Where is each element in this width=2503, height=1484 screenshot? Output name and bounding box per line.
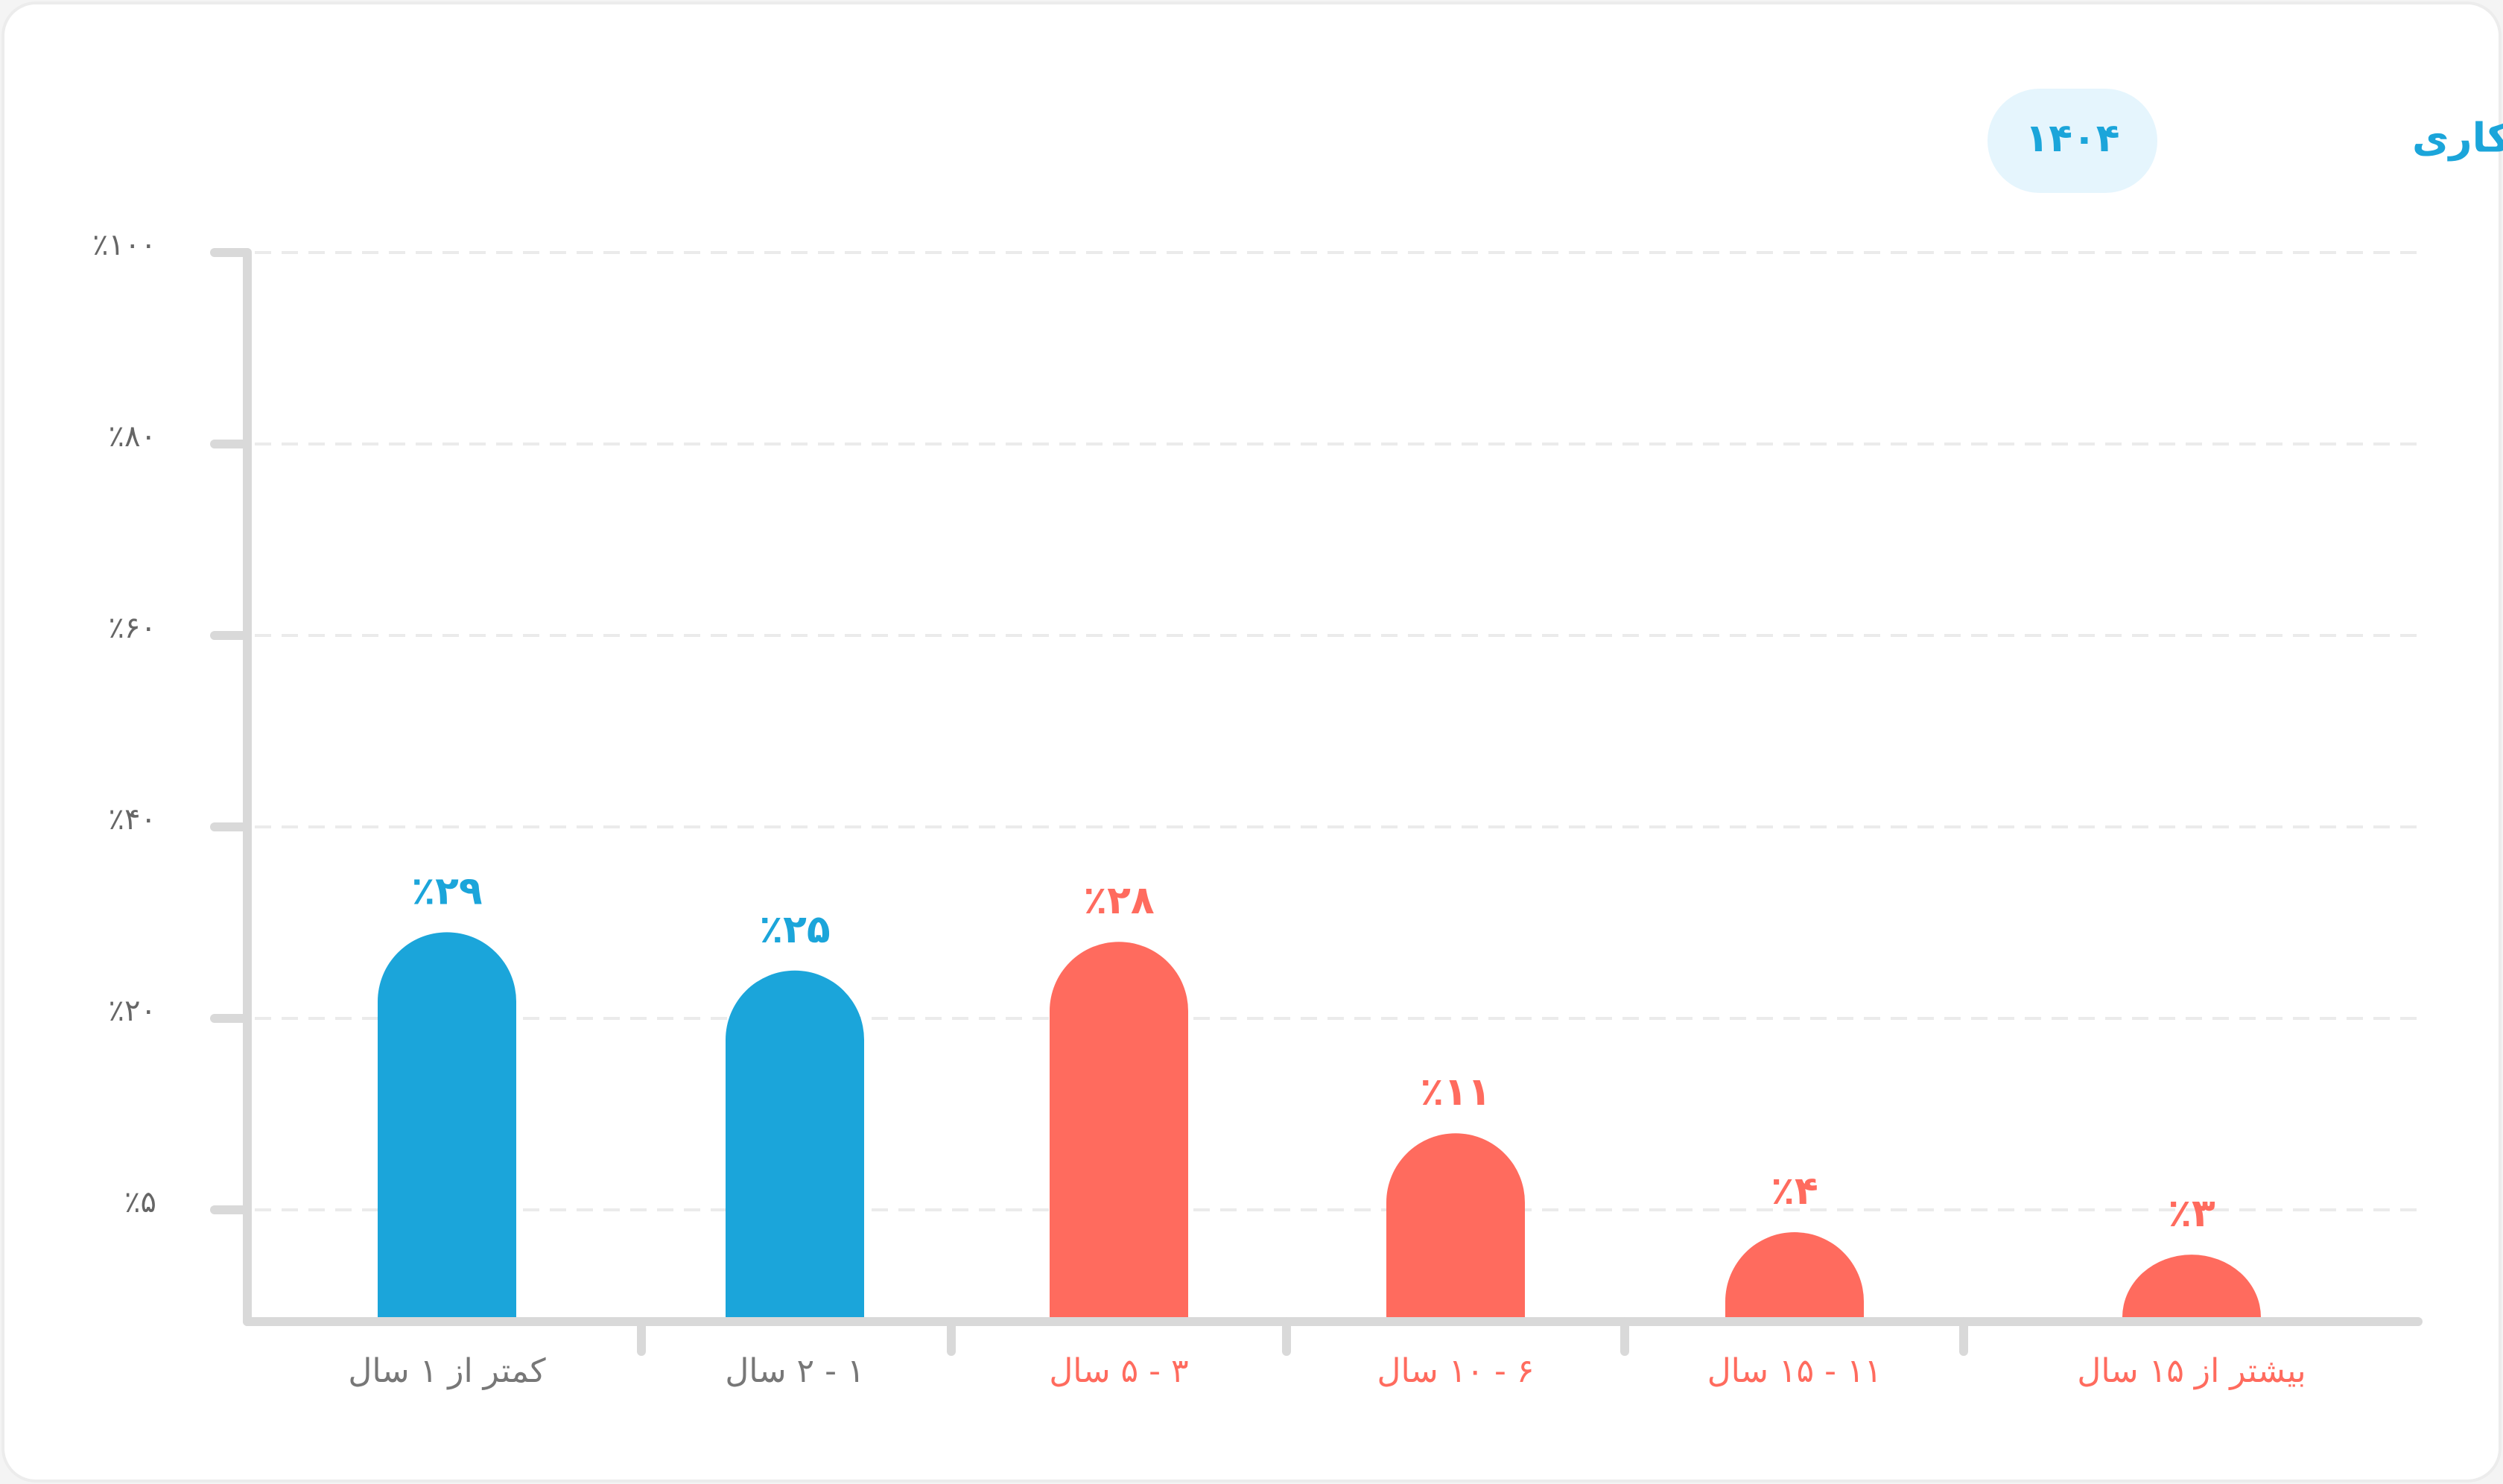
y-tick-label: ٪۲۰ — [109, 994, 156, 1028]
value-label: ٪۳ — [2168, 1191, 2215, 1236]
value-label: ٪۱۱ — [1420, 1070, 1491, 1114]
bar — [2122, 1255, 2261, 1317]
badge — [1988, 89, 2157, 193]
value-label: ٪۲۸ — [1083, 878, 1154, 923]
value-label: ٪۴ — [1771, 1169, 1818, 1214]
bar — [1050, 942, 1188, 1317]
x-tick-label: بیشتر از ۱۵ سال — [2077, 1352, 2306, 1390]
x-tick-label: ۱۱ - ۱۵ سال — [1707, 1352, 1882, 1390]
x-tick-label: ۶ - ۱۰ سال — [1377, 1352, 1535, 1390]
y-tick-label: ٪۸۰ — [109, 419, 156, 454]
y-tick-label: ٪۱۰۰ — [92, 228, 156, 262]
x-tick-label: ۱ - ۲ سال — [725, 1352, 864, 1390]
bar — [726, 970, 864, 1317]
bar — [1386, 1133, 1525, 1317]
chart-subtitle: ۱۴۰۴ — [2025, 116, 2120, 161]
bar — [378, 932, 516, 1317]
x-tick-label: کمتر از ۱ سال — [348, 1352, 545, 1390]
value-label: ٪۲۵ — [759, 907, 830, 952]
y-tick-label: ٪۵ — [124, 1185, 156, 1220]
x-tick-label: ۳ - ۵ سال — [1049, 1352, 1188, 1390]
value-label: ٪۲۹ — [411, 869, 482, 913]
y-tick-label: ٪۶۰ — [109, 611, 156, 645]
bar — [1725, 1232, 1864, 1317]
y-tick-label: ٪۴۰ — [109, 802, 156, 837]
chart-title: تجربه کاری — [2412, 115, 2503, 162]
